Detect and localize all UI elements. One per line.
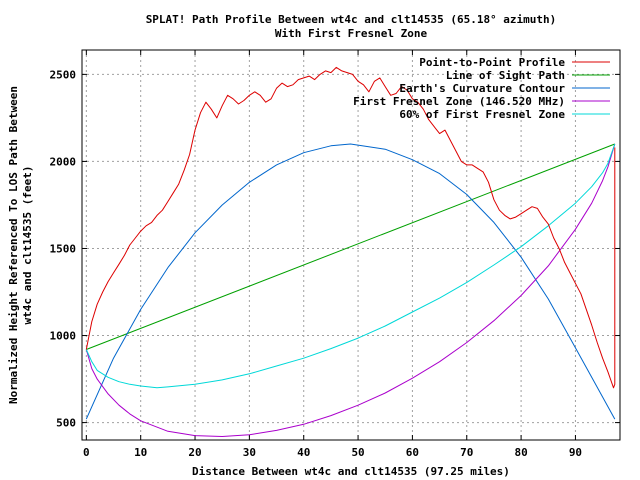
x-tick-label: 30	[243, 446, 256, 459]
series-line-60-of-first-fresnel-zone	[85, 143, 616, 389]
x-axis-ticks: 0 10 20 30 40 50 60 70 80 90	[83, 50, 582, 459]
plot-frame	[81, 49, 621, 441]
y-tick-label: 1500	[50, 242, 77, 255]
x-tick-label: 10	[134, 446, 147, 459]
x-tick-label: 70	[460, 446, 473, 459]
chart-title: SPLAT! Path Profile Between wt4c and clt…	[146, 13, 557, 26]
series-line-point-to-point-profile	[85, 66, 616, 389]
series-line-line-of-sight-path	[86, 143, 615, 350]
x-tick-label: 60	[406, 446, 419, 459]
legend-label: Point-to-Point Profile	[419, 56, 565, 69]
y-tick-label: 2000	[50, 155, 77, 168]
y-axis-label-line2: wt4c and clt14535 (feet)	[21, 166, 34, 325]
legend-label: Earth's Curvature Contour	[399, 82, 565, 95]
y-tick-label: 1000	[50, 330, 77, 343]
series-line-earth-s-curvature-contour	[85, 143, 616, 420]
x-tick-label: 40	[297, 446, 310, 459]
y-axis-ticks: 500 1000 1500 2000 2500	[50, 68, 620, 430]
x-axis-label: Distance Between wt4c and clt14535 (97.2…	[192, 465, 510, 478]
x-tick-label: 50	[351, 446, 364, 459]
grid-lines	[82, 50, 620, 440]
x-tick-label: 0	[83, 446, 90, 459]
x-tick-label: 90	[569, 446, 582, 459]
x-tick-label: 80	[514, 446, 527, 459]
legend-label: 60% of First Fresnel Zone	[399, 108, 565, 121]
y-axis-label-line1: Normalized Height Referenced To LOS Path…	[7, 86, 20, 404]
series-group	[85, 66, 616, 437]
legend-label: First Fresnel Zone (146.520 MHz)	[353, 95, 565, 108]
y-tick-label: 500	[56, 417, 76, 430]
legend-label: Line of Sight Path	[446, 69, 565, 82]
y-tick-label: 2500	[50, 68, 77, 81]
chart-subtitle: With First Fresnel Zone	[275, 27, 428, 40]
series-line-first-fresnel-zone-146-520-mhz	[85, 143, 616, 437]
x-tick-label: 20	[188, 446, 201, 459]
